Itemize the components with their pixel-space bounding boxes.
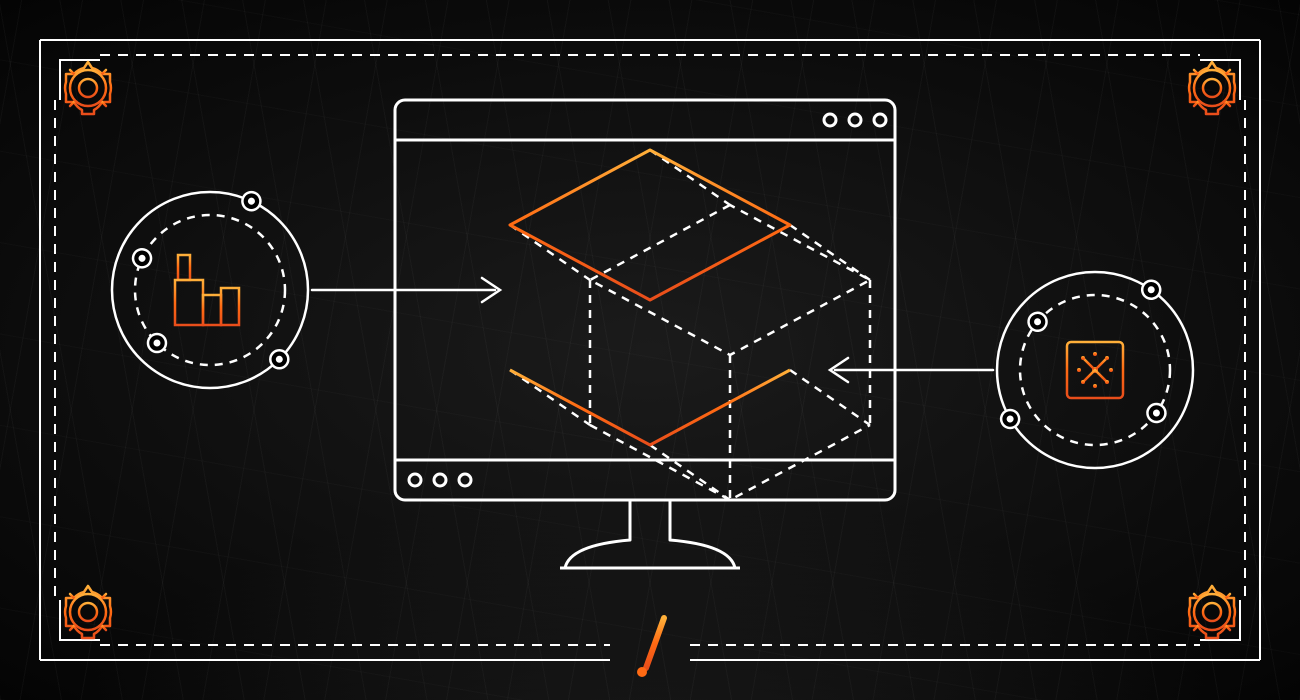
left-node xyxy=(112,189,308,388)
gear-icon xyxy=(62,586,114,638)
chip-icon xyxy=(1057,332,1133,408)
gear-icon xyxy=(1186,62,1238,114)
monitor xyxy=(395,100,895,568)
arrows xyxy=(312,278,993,382)
factory-icon xyxy=(170,255,250,325)
gear-icon xyxy=(1186,586,1238,638)
cube-solid xyxy=(510,150,790,445)
right-node xyxy=(997,272,1193,468)
orbit-dots xyxy=(998,277,1169,431)
cube-shadow xyxy=(510,150,870,500)
orbit-dots xyxy=(130,189,292,372)
gear-icon xyxy=(62,62,114,114)
diagram-svg xyxy=(0,0,1300,700)
diagram-canvas xyxy=(0,0,1300,700)
bottom-logo-icon xyxy=(637,618,664,677)
